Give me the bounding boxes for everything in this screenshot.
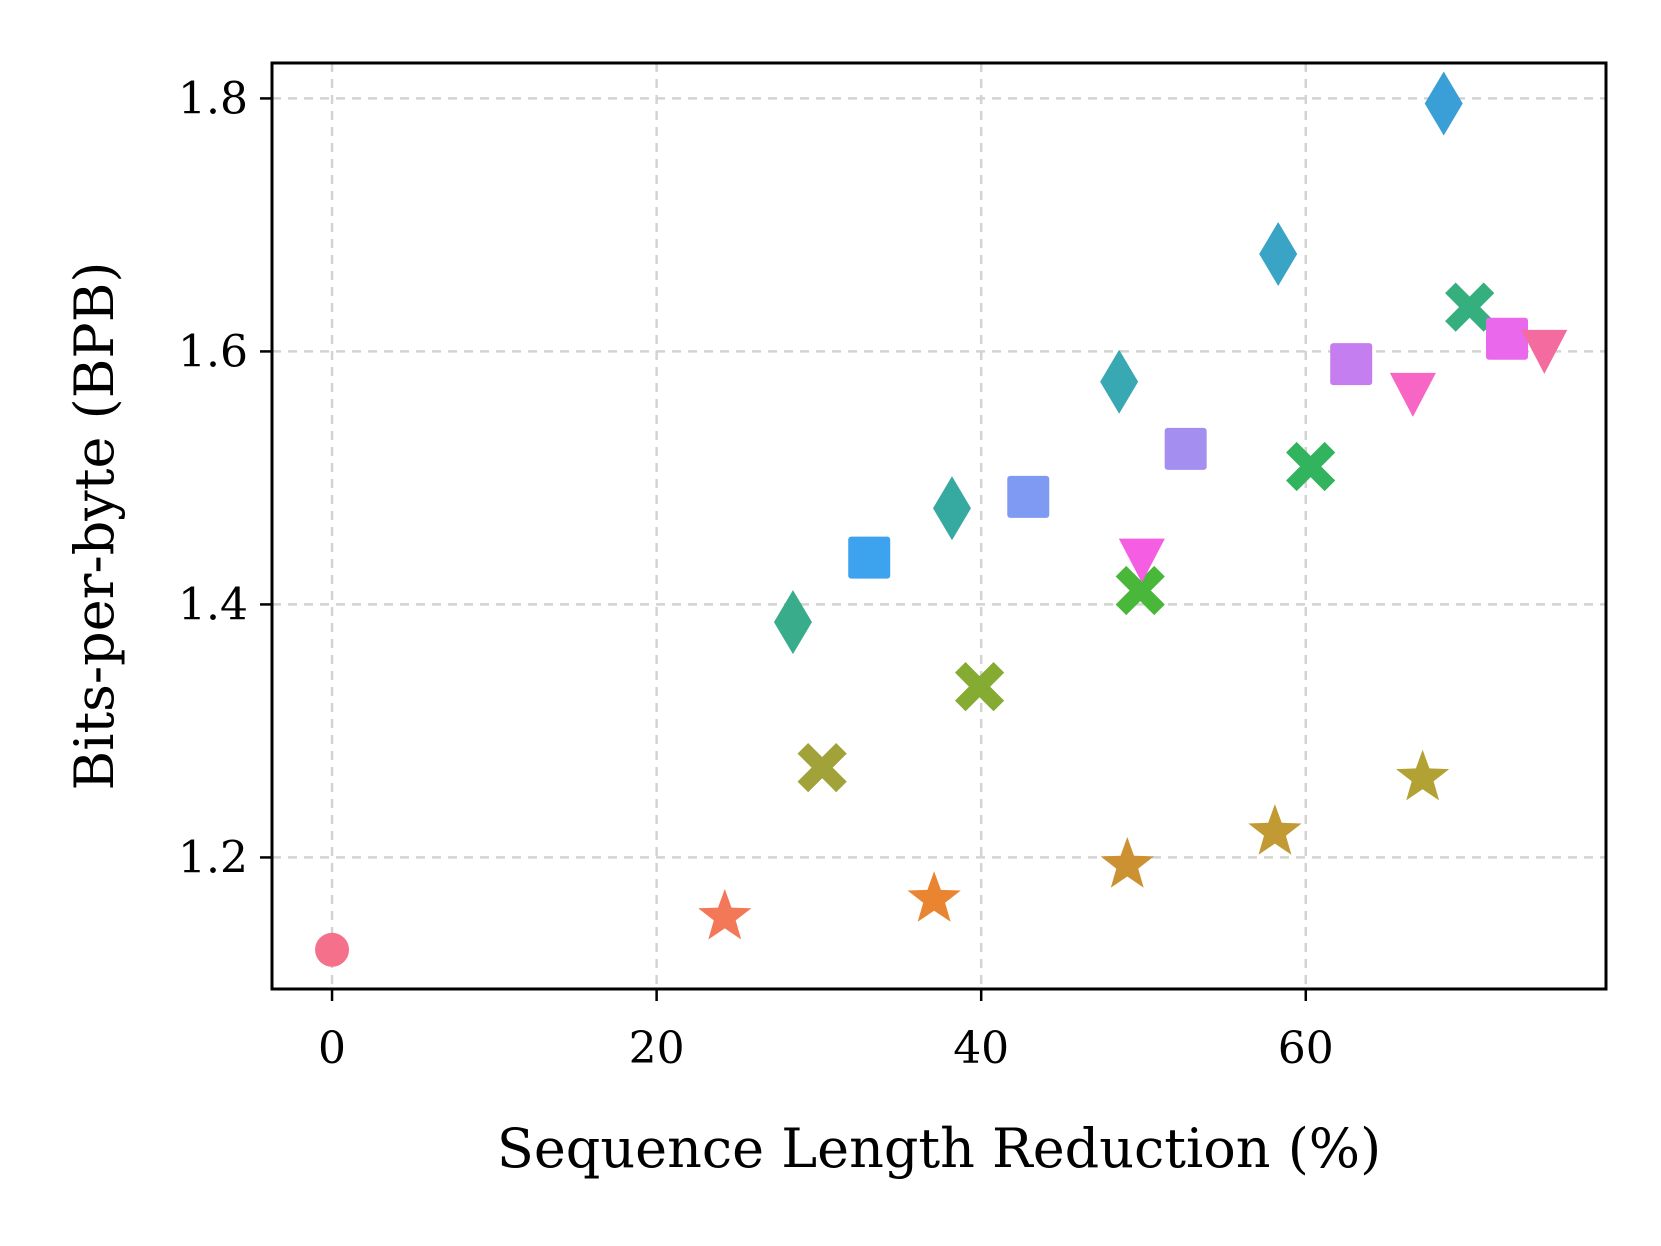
star-marker	[1248, 804, 1302, 855]
diamond-marker	[1259, 222, 1298, 287]
star-marker	[1396, 749, 1450, 801]
diamond-marker	[1424, 71, 1463, 136]
diamond-marker	[932, 476, 971, 541]
triangle-marker	[1389, 372, 1436, 417]
y-tick-label: 1.6	[178, 326, 248, 377]
x-axis-label: Sequence Length Reduction (%)	[497, 1117, 1381, 1180]
diamond-marker	[773, 590, 812, 655]
diamond-marker	[1100, 349, 1139, 414]
star-marker	[698, 888, 752, 940]
y-tick-label: 1.4	[178, 579, 248, 630]
square-marker	[1330, 343, 1373, 386]
triangle-marker	[1521, 329, 1568, 374]
grid-lines	[272, 63, 1606, 989]
x-marker	[1286, 441, 1336, 492]
circle-marker	[315, 932, 350, 967]
square-marker	[848, 536, 891, 579]
x-tick-label: 20	[629, 1023, 685, 1074]
star-marker	[1100, 837, 1154, 888]
x-tick-label: 60	[1278, 1023, 1334, 1074]
axis-ticks: 0 20 40 60 1.2 1.4 1.6 1.8	[178, 73, 1334, 1074]
y-axis-label: Bits-per-byte (BPB)	[63, 262, 126, 791]
x-marker	[797, 743, 847, 793]
x-marker	[1115, 565, 1165, 616]
y-tick-label: 1.8	[178, 73, 248, 124]
data-points	[315, 71, 1568, 967]
triangle-marker	[1118, 538, 1165, 583]
plot-frame	[270, 61, 1608, 991]
x-tick-label: 40	[953, 1023, 1009, 1074]
x-marker	[954, 662, 1005, 712]
x-tick-label: 0	[318, 1023, 346, 1074]
x-marker	[1445, 282, 1495, 332]
y-tick-label: 1.2	[178, 832, 248, 883]
star-marker	[907, 871, 961, 922]
square-marker	[1486, 317, 1529, 360]
square-marker	[1164, 427, 1207, 470]
square-marker	[1007, 475, 1050, 518]
